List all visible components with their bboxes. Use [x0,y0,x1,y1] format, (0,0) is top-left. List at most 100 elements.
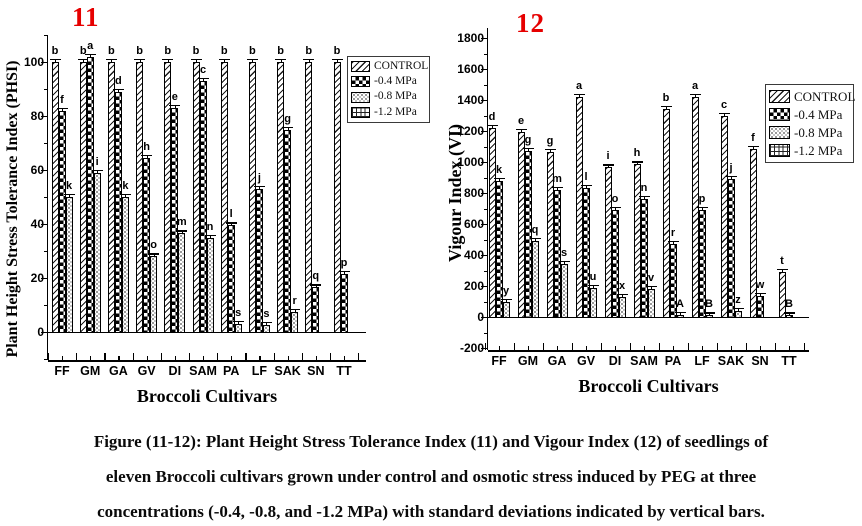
y-tick-major [481,255,488,257]
x-tick-label: GV [576,354,596,368]
significance-letter: s [263,308,270,321]
bar-DI-dots [178,233,186,333]
error-bar-stem [146,154,148,158]
error-bar-stem [528,148,530,152]
y-tick-label: 800 [463,186,484,200]
error-bar-stem [789,312,791,316]
legend-swatch-dots [769,126,790,140]
error-bar-stem [782,269,784,273]
bar-FF-hatch [51,62,59,333]
x-tick-major [329,353,332,360]
bar-TT-checker [340,273,348,333]
bar-TT-hatch [778,272,786,318]
significance-letter: s [235,306,242,319]
error-bar-stem [153,253,155,257]
y-tick-minor [44,197,48,199]
chart-panel-12: 12 Vigour Index (VI) -200 0 200 400 600 800 10… [431,0,862,424]
bar-LF-dots [705,315,713,318]
bar-GM-hatch [517,131,525,318]
significance-letter: f [60,93,64,106]
bar-SAM-dots [647,289,655,318]
legend-label: CONTROL [374,59,429,72]
significance-letter: z [735,293,741,306]
bar-SN-hatch [749,148,757,318]
y-tick-minor [44,35,48,37]
y-tick-minor [484,332,488,334]
significance-letter: a [691,79,699,92]
error-bar-stem [174,104,176,108]
y-tick-label: 1200 [457,124,484,138]
error-bar-stem [203,77,205,81]
error-bar-stem [139,59,141,62]
error-bar-stem [315,284,317,288]
bar-GM-checker [524,151,532,318]
legend-label: -0.4 MPa [374,75,417,88]
x-tick-major [217,353,219,360]
error-bar-stem [673,241,675,245]
bar-TT-checker [785,315,793,318]
y-tick-major [481,317,488,319]
x-tick-label: PA [222,364,240,378]
x-tick-label: SAM [189,364,217,378]
x-tick-label: SAK [717,354,745,368]
x-tick-label: GM [80,364,101,378]
y-tick-minor [484,208,488,210]
significance-letter: g [284,112,291,125]
significance-letter: i [606,150,610,163]
significance-letter: d [488,110,496,123]
x-tick-minor [231,356,233,360]
error-bar-stem [83,59,85,62]
error-bar-stem [753,145,755,149]
legend-swatch-hatch [351,61,370,73]
significance-letter: c [720,98,728,111]
error-bar-stem [287,126,289,130]
y-axis-spine [486,28,489,350]
significance-letter: b [662,92,670,105]
significance-letter: t [780,255,784,268]
x-tick-minor [146,356,148,360]
y-tick-minor [44,305,48,307]
error-bar-stem [69,194,71,197]
x-tick-major [160,353,162,360]
bar-GV-hatch [575,96,583,318]
legend-label: -1.2 MPa [794,143,843,159]
x-axis-title-12: Broccoli Cultivars [578,376,719,396]
significance-letter: c [199,63,207,76]
significance-letter: m [176,216,187,229]
y-tick-label: 60 [30,163,44,177]
y-tick-major [41,224,48,226]
significance-letter: B [785,298,793,311]
significance-letter: b [164,45,172,57]
y-tick-label: 600 [463,217,484,231]
y-tick-label: 40 [30,217,44,231]
legend-item: -0.8 MPa [769,126,850,140]
x-tick-label: GA [547,354,567,368]
error-bar-stem [224,59,226,62]
bar-PA-checker [669,244,677,318]
significance-letter: o [150,239,157,252]
x-tick-minor [615,346,617,350]
error-bar-stem [615,207,617,211]
y-tick-major [41,62,48,64]
legend-box-11: CONTROL -0.4 MPa -0.8 MPa -1.2 MPa [347,56,430,123]
y-tick-major [481,224,488,226]
significance-letter: A [676,297,684,310]
y-tick-minor [484,301,488,303]
significance-letter: q [531,224,539,237]
significance-letter: a [575,79,583,92]
bar-GA-checker [114,91,122,333]
error-bar-stem [564,260,566,264]
error-bar-stem [521,128,523,132]
bar-DI-hatch [604,167,612,318]
bar-GA-hatch [107,62,115,333]
y-tick-minor [484,84,488,86]
x-tick-label: TT [781,354,797,368]
x-tick-minor [62,356,64,360]
bar-DI-hatch [164,62,172,333]
y-tick-minor [44,359,48,361]
significance-letter: x [618,279,626,292]
y-tick-major [41,278,48,280]
significance-letter: q [312,270,320,283]
significance-letter: i [95,155,99,168]
x-tick-label: SAK [274,364,301,378]
